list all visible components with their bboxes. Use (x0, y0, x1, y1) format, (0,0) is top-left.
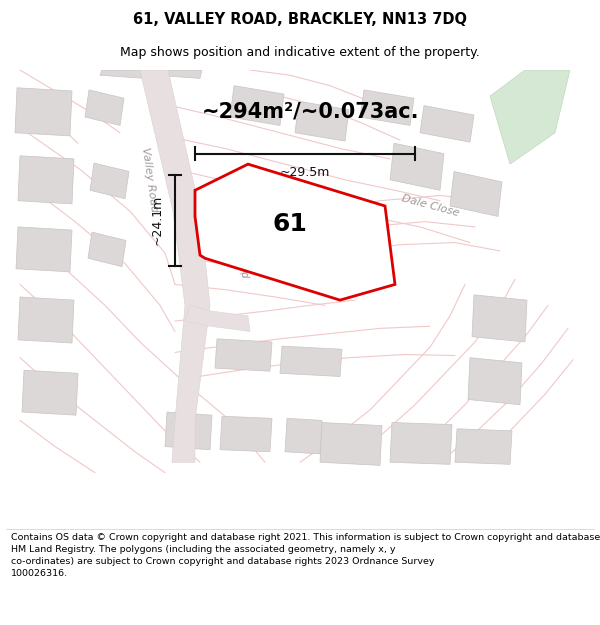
Polygon shape (490, 70, 570, 164)
Polygon shape (260, 236, 324, 282)
Polygon shape (195, 164, 395, 300)
Polygon shape (390, 143, 444, 190)
Polygon shape (165, 412, 212, 450)
Polygon shape (220, 416, 272, 452)
Polygon shape (215, 339, 272, 371)
Text: Dale Close: Dale Close (400, 194, 460, 219)
Polygon shape (330, 239, 388, 286)
Polygon shape (420, 106, 474, 142)
Text: 61, VALLEY ROAD, BRACKLEY, NN13 7DQ: 61, VALLEY ROAD, BRACKLEY, NN13 7DQ (133, 12, 467, 27)
Text: ~24.1m: ~24.1m (151, 195, 163, 245)
Polygon shape (450, 171, 502, 216)
Polygon shape (18, 156, 74, 204)
Polygon shape (15, 88, 72, 136)
Polygon shape (472, 295, 527, 342)
Text: ~294m²/~0.073ac.: ~294m²/~0.073ac. (201, 102, 419, 122)
Polygon shape (140, 70, 210, 462)
Polygon shape (285, 418, 322, 454)
Polygon shape (100, 70, 147, 78)
Polygon shape (90, 163, 129, 199)
Polygon shape (88, 232, 126, 267)
Polygon shape (390, 422, 452, 464)
Polygon shape (85, 90, 124, 126)
Polygon shape (22, 370, 78, 415)
Polygon shape (320, 422, 382, 466)
Polygon shape (468, 357, 522, 405)
Polygon shape (280, 346, 342, 376)
Polygon shape (18, 297, 74, 343)
Text: ~29.5m: ~29.5m (280, 166, 330, 179)
Text: Valley Road: Valley Road (231, 217, 249, 279)
Polygon shape (455, 429, 512, 464)
Polygon shape (230, 86, 284, 126)
Polygon shape (295, 101, 349, 141)
Text: 61: 61 (273, 212, 308, 236)
Polygon shape (360, 90, 414, 126)
Polygon shape (155, 70, 202, 78)
Text: Contains OS data © Crown copyright and database right 2021. This information is : Contains OS data © Crown copyright and d… (11, 533, 600, 579)
Text: Map shows position and indicative extent of the property.: Map shows position and indicative extent… (120, 46, 480, 59)
Text: Valley Road: Valley Road (140, 147, 160, 213)
Polygon shape (185, 306, 250, 331)
Polygon shape (16, 227, 72, 272)
